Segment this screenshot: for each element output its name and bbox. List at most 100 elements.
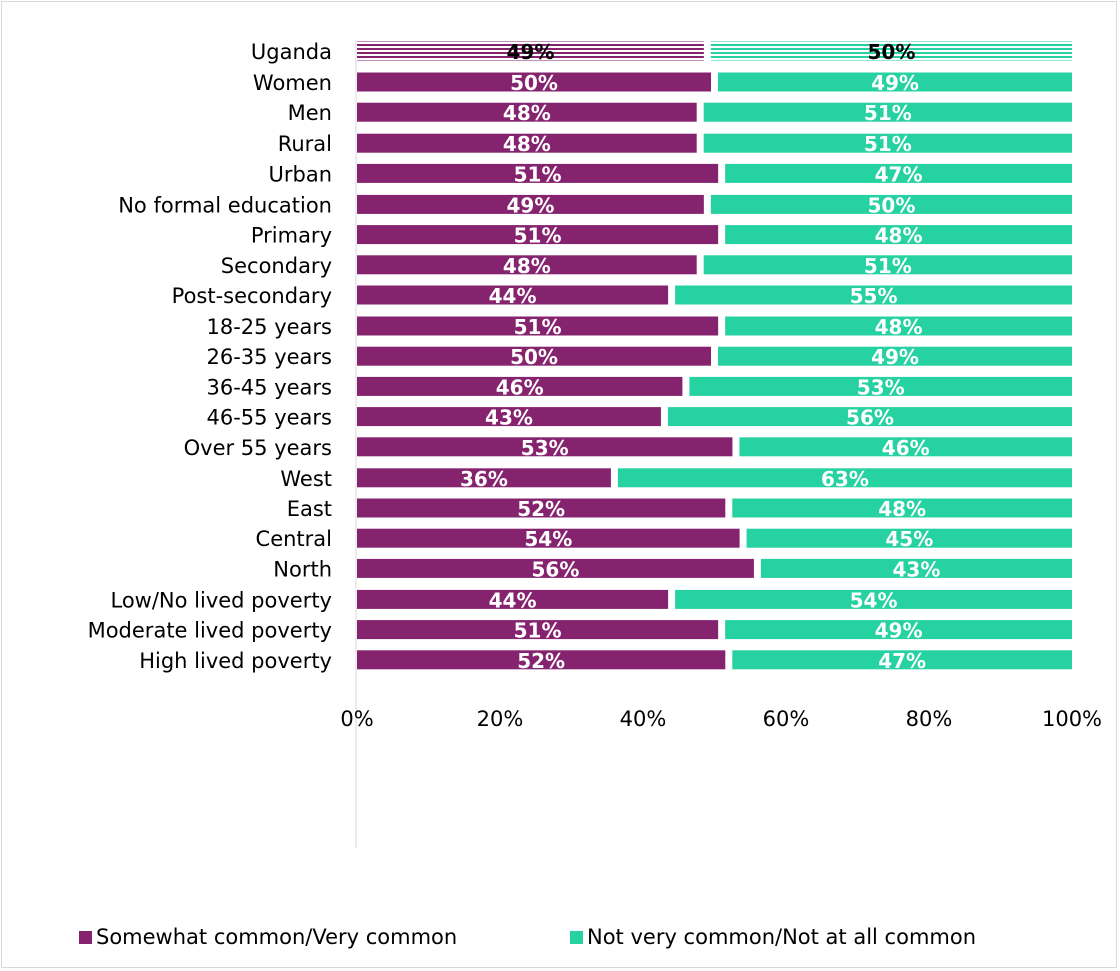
legend-label-not-common: Not very common/Not at all common: [587, 925, 976, 949]
data-label-low-no-lived-poverty-not-common: 54%: [850, 588, 898, 612]
category-label-men: Men: [288, 101, 332, 125]
x-tick-label-0: 0%: [340, 707, 373, 731]
category-label-no-formal-education: No formal education: [118, 193, 332, 217]
category-labels: Uganda Women Men Rural Urban No formal educat…: [88, 40, 332, 673]
bar-post-secondary-common: [357, 285, 669, 305]
category-label-uganda: Uganda: [251, 40, 332, 64]
category-label-west: West: [280, 467, 332, 491]
x-tick-label-4: 80%: [906, 707, 953, 731]
category-label-rural: Rural: [278, 132, 332, 156]
category-label-central: Central: [256, 527, 332, 551]
bar-north-not-common: [760, 558, 1072, 578]
bar-uganda-not-common: [710, 41, 1072, 61]
bar-west-not-common: [617, 468, 1072, 488]
bar-36-45-years-common: [357, 376, 683, 396]
data-label-36-45-years-common: 46%: [496, 375, 544, 399]
bar-secondary-common: [357, 255, 697, 275]
category-label-26-35-years: 26-35 years: [207, 345, 333, 369]
bar-moderate-lived-poverty-not-common: [725, 620, 1072, 640]
bar-high-lived-poverty-common: [357, 650, 726, 670]
data-label-18-25-years-not-common: 48%: [875, 315, 923, 339]
category-label-moderate-lived-poverty: Moderate lived poverty: [88, 619, 332, 643]
bar-secondary-not-common: [703, 255, 1072, 275]
bar-east-common: [357, 498, 726, 518]
data-label-over-55-years-common: 53%: [521, 436, 569, 460]
data-label-18-25-years-common: 51%: [514, 315, 562, 339]
bars-layer: 49% 50% 50% 49% 48% 51% 48% 51% 51% 47% 49% 50% 51% 4…: [357, 40, 1072, 673]
bar-18-25-years-not-common: [725, 316, 1072, 336]
data-label-moderate-lived-poverty-common: 51%: [514, 619, 562, 643]
bar-women-common: [357, 72, 711, 92]
data-label-no-formal-education-not-common: 50%: [867, 193, 915, 217]
category-label-18-25-years: 18-25 years: [207, 315, 333, 339]
x-axis-ticks: 0% 20% 40% 60% 80% 100%: [340, 707, 1102, 731]
category-label-post-secondary: Post-secondary: [172, 284, 332, 308]
data-label-men-not-common: 51%: [864, 101, 912, 125]
x-tick-label-3: 60%: [763, 707, 810, 731]
data-label-primary-not-common: 48%: [875, 224, 923, 248]
data-label-uganda-common: 49%: [506, 40, 554, 64]
data-label-post-secondary-not-common: 55%: [850, 284, 898, 308]
data-label-uganda-not-common: 50%: [867, 40, 915, 64]
category-label-women: Women: [253, 71, 332, 95]
data-label-low-no-lived-poverty-common: 44%: [489, 588, 537, 612]
category-label-36-45-years: 36-45 years: [207, 375, 333, 399]
bar-18-25-years-common: [357, 316, 719, 336]
bar-women-not-common: [718, 72, 1072, 92]
category-label-low-no-lived-poverty: Low/No lived poverty: [110, 588, 332, 612]
data-label-urban-common: 51%: [514, 162, 562, 186]
bar-primary-common: [357, 225, 719, 245]
data-label-26-35-years-common: 50%: [510, 345, 558, 369]
bar-low-no-lived-poverty-common: [357, 589, 669, 609]
category-label-primary: Primary: [251, 224, 332, 248]
bar-north-common: [357, 558, 754, 578]
data-label-moderate-lived-poverty-not-common: 49%: [875, 619, 923, 643]
data-label-46-55-years-not-common: 56%: [846, 406, 894, 430]
bar-central-not-common: [746, 528, 1072, 548]
data-label-rural-not-common: 51%: [864, 132, 912, 156]
data-label-east-common: 52%: [517, 497, 565, 521]
data-label-secondary-common: 48%: [503, 254, 551, 278]
data-label-west-not-common: 63%: [821, 467, 869, 491]
data-label-secondary-not-common: 51%: [864, 254, 912, 278]
bar-moderate-lived-poverty-common: [357, 620, 719, 640]
bar-high-lived-poverty-not-common: [732, 650, 1072, 670]
category-label-high-lived-poverty: High lived poverty: [139, 649, 332, 673]
data-label-women-not-common: 49%: [871, 71, 919, 95]
legend-swatch-not-common: [570, 931, 583, 944]
bar-no-formal-education-common: [357, 194, 704, 214]
category-label-secondary: Secondary: [221, 254, 332, 278]
data-label-central-common: 54%: [524, 527, 572, 551]
data-label-north-not-common: 43%: [893, 557, 941, 581]
data-label-north-common: 56%: [532, 557, 580, 581]
category-label-over-55-years: Over 55 years: [184, 436, 332, 460]
bar-low-no-lived-poverty-not-common: [675, 589, 1072, 609]
data-label-men-common: 48%: [503, 101, 551, 125]
bar-rural-not-common: [703, 133, 1072, 153]
bar-over-55-years-not-common: [739, 437, 1072, 457]
data-label-east-not-common: 48%: [878, 497, 926, 521]
bar-no-formal-education-not-common: [710, 194, 1072, 214]
category-label-urban: Urban: [268, 162, 332, 186]
bar-over-55-years-common: [357, 437, 733, 457]
bar-26-35-years-not-common: [718, 346, 1072, 366]
bar-west-common: [357, 468, 611, 488]
data-label-rural-common: 48%: [503, 132, 551, 156]
category-label-east: East: [287, 497, 332, 521]
x-tick-label-1: 20%: [477, 707, 524, 731]
legend-label-common: Somewhat common/Very common: [96, 925, 457, 949]
data-label-post-secondary-common: 44%: [489, 284, 537, 308]
category-label-north: North: [273, 557, 332, 581]
x-tick-label-5: 100%: [1042, 707, 1102, 731]
bar-urban-not-common: [725, 163, 1072, 183]
legend-swatch-common: [79, 931, 92, 944]
data-label-high-lived-poverty-not-common: 47%: [878, 649, 926, 673]
bar-uganda-common: [357, 41, 704, 61]
data-label-west-common: 36%: [460, 467, 508, 491]
x-tick-label-2: 40%: [620, 707, 667, 731]
data-label-over-55-years-not-common: 46%: [882, 436, 930, 460]
data-label-46-55-years-common: 43%: [485, 406, 533, 430]
data-label-26-35-years-not-common: 49%: [871, 345, 919, 369]
bar-26-35-years-common: [357, 346, 711, 366]
data-label-women-common: 50%: [510, 71, 558, 95]
